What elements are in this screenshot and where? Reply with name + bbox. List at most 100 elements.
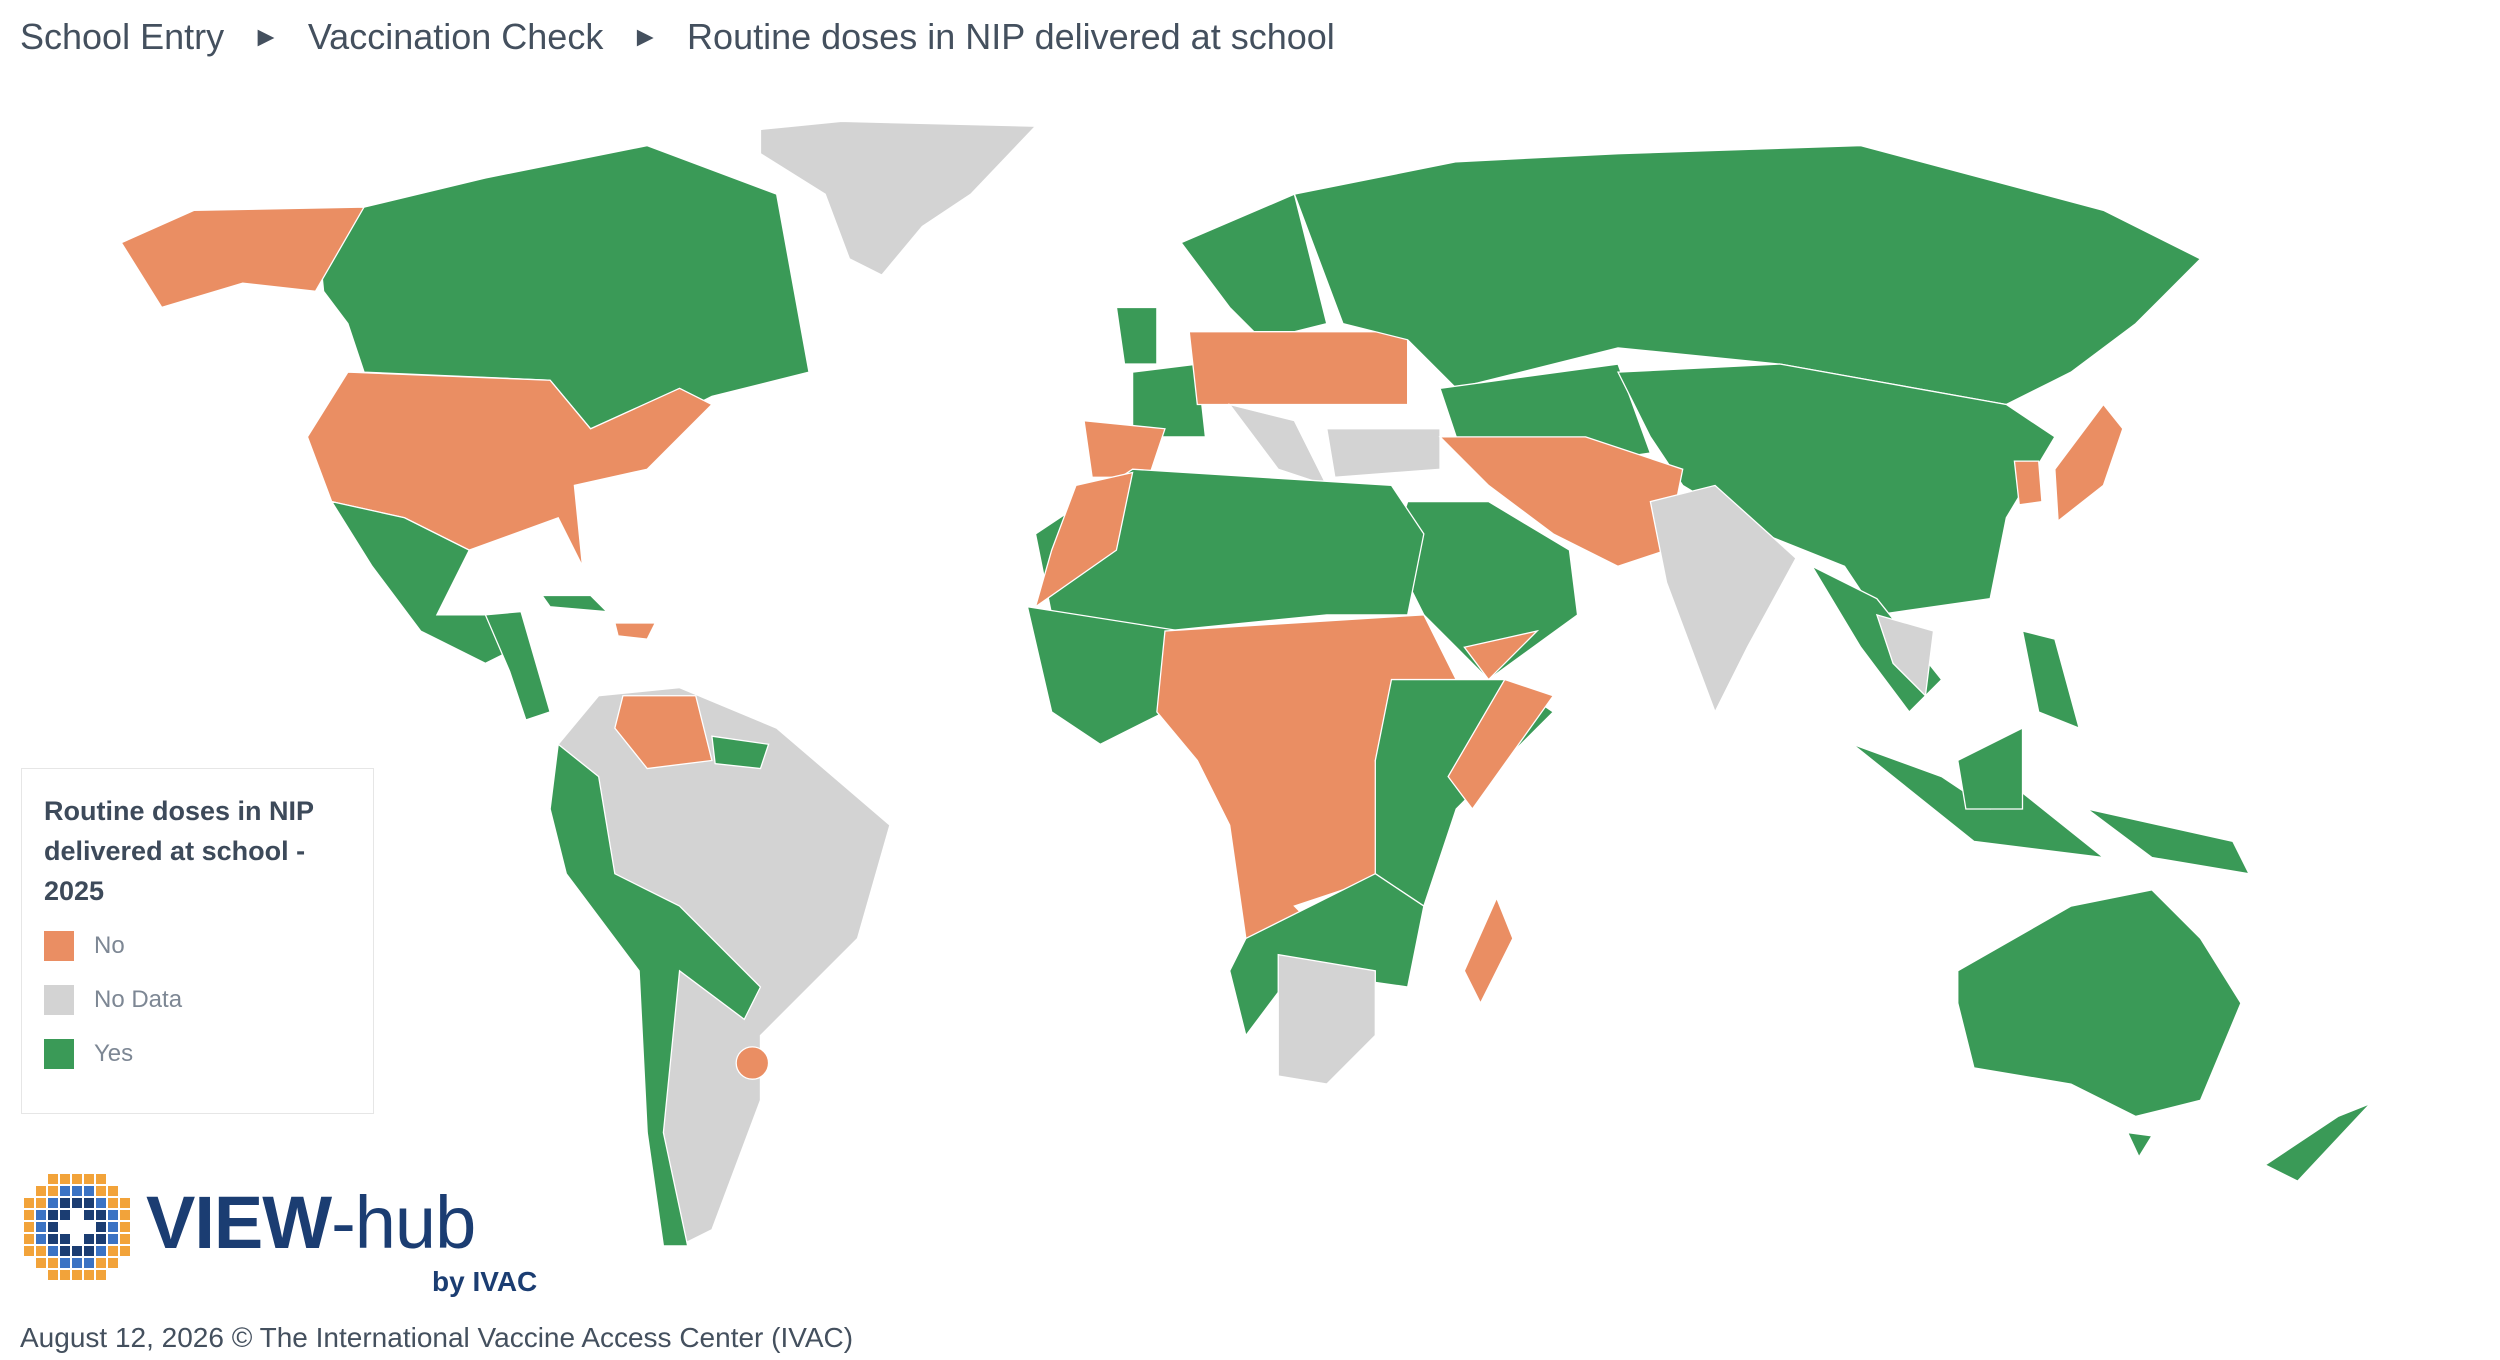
legend-label: No (94, 932, 125, 959)
logo-tile (48, 1198, 58, 1208)
cuba (540, 594, 609, 613)
papua (2086, 808, 2251, 875)
greenland (759, 120, 1037, 276)
logo-tile (96, 1198, 106, 1208)
logo-name: VIEW-hub (146, 1180, 476, 1265)
legend-item[interactable]: No (44, 931, 125, 961)
legend: Routine doses in NIP delivered at school… (21, 768, 374, 1114)
crumb[interactable]: Vaccination Check (307, 16, 604, 57)
japan (2054, 403, 2124, 523)
australia (1957, 889, 2242, 1118)
logo-tile (120, 1246, 130, 1256)
logo-tile (72, 1174, 82, 1184)
logo-tile (36, 1186, 46, 1196)
logo-tile (108, 1186, 118, 1196)
logo-tile (60, 1174, 70, 1184)
logo-tile (24, 1234, 34, 1244)
legend-item[interactable]: No Data (44, 985, 182, 1015)
logo-tile (108, 1258, 118, 1268)
crumb-separator: ► (631, 21, 660, 52)
logo-tile (84, 1234, 94, 1244)
logo-tile (48, 1222, 58, 1232)
andes (549, 743, 762, 1247)
world-map (120, 120, 2371, 1247)
logo-tile (84, 1270, 94, 1280)
tasmania (2126, 1131, 2154, 1159)
logo-tile (60, 1246, 70, 1256)
legend-label: No Data (94, 986, 183, 1013)
logo-tile (24, 1222, 34, 1232)
logo-tile (108, 1246, 118, 1256)
south-africa (1277, 953, 1376, 1085)
footer: August 12, 2026 © The International Vacc… (20, 1322, 854, 1353)
logo-tile (72, 1198, 82, 1208)
logo-tile (120, 1210, 130, 1220)
logo-tile (96, 1210, 106, 1220)
logo-tile (96, 1222, 106, 1232)
logo-tile (84, 1198, 94, 1208)
logo-tile (96, 1234, 106, 1244)
countries (120, 120, 2371, 1247)
alaska (120, 206, 366, 309)
logo-tile (96, 1174, 106, 1184)
caribbean (614, 622, 657, 640)
morocco (1034, 471, 1134, 609)
uruguay (735, 1046, 770, 1080)
logo-tile (60, 1186, 70, 1196)
logo-tile (108, 1210, 118, 1220)
logo-tile (120, 1198, 130, 1208)
new-zealand (2263, 1102, 2371, 1182)
logo-tile (36, 1234, 46, 1244)
korea (2013, 460, 2043, 506)
logo-tile (36, 1198, 46, 1208)
west-africa (1026, 605, 1182, 746)
iberia (1083, 419, 1166, 478)
logo-tile (60, 1258, 70, 1268)
logo-tile (24, 1246, 34, 1256)
breadcrumb: School Entry ► Vaccination Check ► Routi… (20, 16, 1335, 58)
logo-tile (96, 1258, 106, 1268)
borneo (1957, 727, 2024, 810)
logo-tile (48, 1246, 58, 1256)
crumb: Routine doses in NIP delivered at school (687, 16, 1335, 57)
somalia (1447, 678, 1555, 811)
logo-tile (108, 1198, 118, 1208)
yemen (1463, 629, 1540, 681)
logo-tile (36, 1222, 46, 1232)
logo-tile (48, 1174, 58, 1184)
logo-tile (72, 1246, 82, 1256)
logo-tile (36, 1258, 46, 1268)
india (1649, 484, 1797, 714)
italy-balkans (1228, 403, 1329, 487)
guianas (711, 735, 770, 770)
legend-swatch (44, 1039, 74, 1069)
logo-tile (24, 1198, 34, 1208)
logo-tile (60, 1234, 70, 1244)
legend-title: Routine doses in NIP delivered at school… (44, 796, 314, 906)
central-europe (1188, 331, 1409, 406)
logo-tile (48, 1258, 58, 1268)
legend-item[interactable]: Yes (44, 1039, 133, 1069)
legend-label: Yes (94, 1040, 134, 1067)
legend-swatch (44, 985, 74, 1015)
logo-tile (48, 1210, 58, 1220)
russia (1293, 144, 2202, 406)
logo-tile (60, 1198, 70, 1208)
logo-word: VIEW (146, 1181, 332, 1264)
crumb[interactable]: School Entry (20, 16, 225, 57)
uk (1115, 306, 1158, 365)
logo-tile (72, 1258, 82, 1268)
logo-tile (120, 1234, 130, 1244)
logo-tagline: by IVAC (432, 1266, 538, 1297)
philippines (2021, 630, 2081, 730)
logo-tile (84, 1246, 94, 1256)
logo-tile (96, 1270, 106, 1280)
logo-tile (108, 1234, 118, 1244)
central-america (484, 610, 551, 721)
logo-tile (84, 1210, 94, 1220)
logo-tile (24, 1210, 34, 1220)
logo-tile (48, 1186, 58, 1196)
thailand (1875, 613, 1935, 698)
logo-tile (84, 1258, 94, 1268)
